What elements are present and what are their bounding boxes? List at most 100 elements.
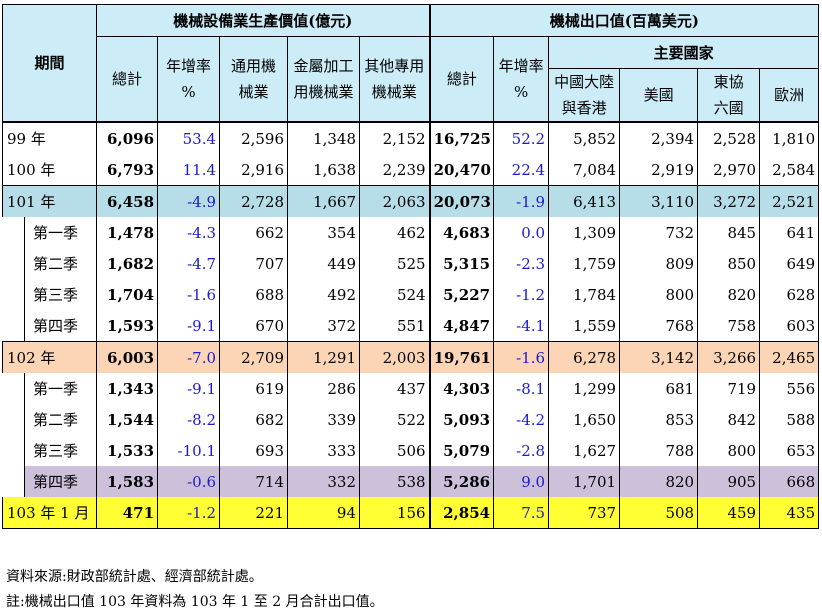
row-period: 99 年 bbox=[1, 121, 98, 154]
cell-e-total: 16,725 bbox=[428, 121, 495, 154]
row-indent bbox=[2, 279, 25, 310]
cell-other: 2,003 bbox=[359, 341, 431, 373]
cell-p-total: 1,478 bbox=[96, 217, 159, 248]
table-row: 第四季 1,583 -0.6 714 332 538 5,286 9.0 1,701 820 905… bbox=[2, 466, 820, 497]
cell-metal: 1,638 bbox=[287, 154, 361, 186]
cell-p-total: 6,793 bbox=[96, 154, 159, 186]
row-period: 第二季 bbox=[23, 404, 98, 435]
cell-europe: 2,521 bbox=[759, 185, 820, 217]
header-other-line2: 機械業 bbox=[371, 83, 417, 101]
table-row: 101 年 6,458 -4.9 2,728 1,667 2,063 20,073 -1.9 6… bbox=[1, 185, 820, 217]
row-indent bbox=[2, 217, 25, 248]
cell-other: 2,239 bbox=[359, 154, 431, 186]
cell-p-growth: -0.6 bbox=[157, 466, 221, 497]
cell-usa: 681 bbox=[619, 373, 699, 404]
table-row: 102 年 6,003 -7.0 2,709 1,291 2,003 19,761 -1.6 6… bbox=[1, 341, 820, 373]
cell-e-total: 5,315 bbox=[428, 248, 495, 279]
cell-general: 619 bbox=[219, 373, 289, 404]
cell-e-total: 5,093 bbox=[428, 404, 495, 435]
cell-usa: 800 bbox=[619, 279, 699, 310]
cell-e-total: 4,683 bbox=[428, 217, 495, 248]
cell-asean: 3,266 bbox=[697, 341, 761, 373]
cell-p-total: 1,593 bbox=[96, 310, 159, 342]
cell-other: 2,063 bbox=[359, 185, 431, 217]
cell-p-growth: -10.1 bbox=[157, 435, 221, 466]
cell-europe: 653 bbox=[759, 435, 820, 466]
cell-usa: 2,919 bbox=[619, 154, 699, 186]
cell-metal: 339 bbox=[287, 404, 361, 435]
header-metal-line1: 金屬加工 bbox=[293, 57, 354, 75]
cell-e-growth: -8.1 bbox=[493, 373, 550, 404]
header-china-line1: 中國大陸 bbox=[554, 73, 615, 91]
cell-p-growth: -4.3 bbox=[157, 217, 221, 248]
cell-asean: 758 bbox=[697, 310, 761, 342]
table-row: 第二季 1,682 -4.7 707 449 525 5,315 -2.3 1,759 809 85… bbox=[2, 248, 820, 279]
cell-europe: 2,465 bbox=[759, 341, 820, 373]
cell-e-growth: -4.1 bbox=[493, 310, 550, 342]
header-china-line2: 與香港 bbox=[561, 99, 607, 117]
table-row: 第二季 1,544 -8.2 682 339 522 5,093 -4.2 1,650 853 84… bbox=[2, 404, 820, 435]
cell-general: 707 bbox=[219, 248, 289, 279]
cell-asean: 719 bbox=[697, 373, 761, 404]
cell-usa: 853 bbox=[619, 404, 699, 435]
cell-metal: 1,291 bbox=[287, 341, 361, 373]
cell-p-total: 1,583 bbox=[96, 466, 159, 497]
cell-other: 525 bbox=[359, 248, 431, 279]
cell-other: 538 bbox=[359, 466, 431, 497]
cell-usa: 3,142 bbox=[619, 341, 699, 373]
cell-general: 662 bbox=[219, 217, 289, 248]
cell-p-total: 471 bbox=[96, 497, 159, 529]
cell-e-growth: 0.0 bbox=[493, 217, 550, 248]
cell-asean: 842 bbox=[697, 404, 761, 435]
cell-usa: 508 bbox=[619, 497, 699, 529]
footnote: 註:機械出口值 103 年資料為 103 年 1 至 2 月合計出口值。 bbox=[6, 594, 384, 610]
header-asean-line1: 東協 bbox=[713, 73, 744, 91]
cell-metal: 492 bbox=[287, 279, 361, 310]
header-export-growth: 年增率 % bbox=[493, 36, 550, 123]
cell-europe: 2,584 bbox=[759, 154, 820, 186]
row-period: 第四季 bbox=[23, 310, 98, 342]
cell-p-total: 6,003 bbox=[96, 341, 159, 373]
cell-general: 2,916 bbox=[219, 154, 289, 186]
cell-europe: 556 bbox=[759, 373, 820, 404]
table-body: 99 年 6,096 53.4 2,596 1,348 2,152 16,725 52.2 5,… bbox=[1, 121, 820, 529]
cell-p-growth: 53.4 bbox=[157, 121, 221, 154]
cell-europe: 628 bbox=[759, 279, 820, 310]
cell-other: 2,152 bbox=[359, 121, 431, 154]
cell-p-total: 1,343 bbox=[96, 373, 159, 404]
cell-p-total: 1,682 bbox=[96, 248, 159, 279]
cell-e-total: 2,854 bbox=[428, 497, 495, 529]
table-row: 99 年 6,096 53.4 2,596 1,348 2,152 16,725 52.2 5,… bbox=[1, 121, 820, 154]
cell-asean: 3,272 bbox=[697, 185, 761, 217]
cell-europe: 603 bbox=[759, 310, 820, 342]
cell-e-growth: -1.9 bbox=[493, 185, 550, 217]
cell-e-total: 4,847 bbox=[428, 310, 495, 342]
table-row: 103 年 1 月 471 -1.2 221 94 156 2,854 7.5 737 508 45… bbox=[1, 497, 820, 529]
cell-p-total: 1,704 bbox=[96, 279, 159, 310]
cell-e-total: 5,079 bbox=[428, 435, 495, 466]
header-general-machinery: 通用機 械業 bbox=[219, 36, 289, 123]
cell-europe: 668 bbox=[759, 466, 820, 497]
row-period: 第二季 bbox=[23, 248, 98, 279]
cell-europe: 588 bbox=[759, 404, 820, 435]
cell-asean: 850 bbox=[697, 248, 761, 279]
cell-metal: 333 bbox=[287, 435, 361, 466]
cell-usa: 809 bbox=[619, 248, 699, 279]
cell-other: 522 bbox=[359, 404, 431, 435]
cell-general: 2,596 bbox=[219, 121, 289, 154]
header-period: 期間 bbox=[1, 4, 98, 123]
cell-china: 1,309 bbox=[548, 217, 621, 248]
cell-metal: 94 bbox=[287, 497, 361, 529]
header-main-countries: 主要國家 bbox=[548, 36, 820, 69]
table-row: 第四季 1,593 -9.1 670 372 551 4,847 -4.1 1,559 768 75… bbox=[2, 310, 820, 342]
cell-e-total: 4,303 bbox=[428, 373, 495, 404]
table-row: 100 年 6,793 11.4 2,916 1,638 2,239 20,470 22.4 7… bbox=[1, 154, 820, 186]
cell-other: 551 bbox=[359, 310, 431, 342]
cell-asean: 845 bbox=[697, 217, 761, 248]
cell-china: 6,278 bbox=[548, 341, 621, 373]
row-period: 102 年 bbox=[1, 341, 98, 373]
cell-general: 221 bbox=[219, 497, 289, 529]
header-production-group: 機械設備業生產價值(億元) bbox=[96, 4, 431, 37]
cell-china: 1,559 bbox=[548, 310, 621, 342]
cell-p-total: 6,096 bbox=[96, 121, 159, 154]
